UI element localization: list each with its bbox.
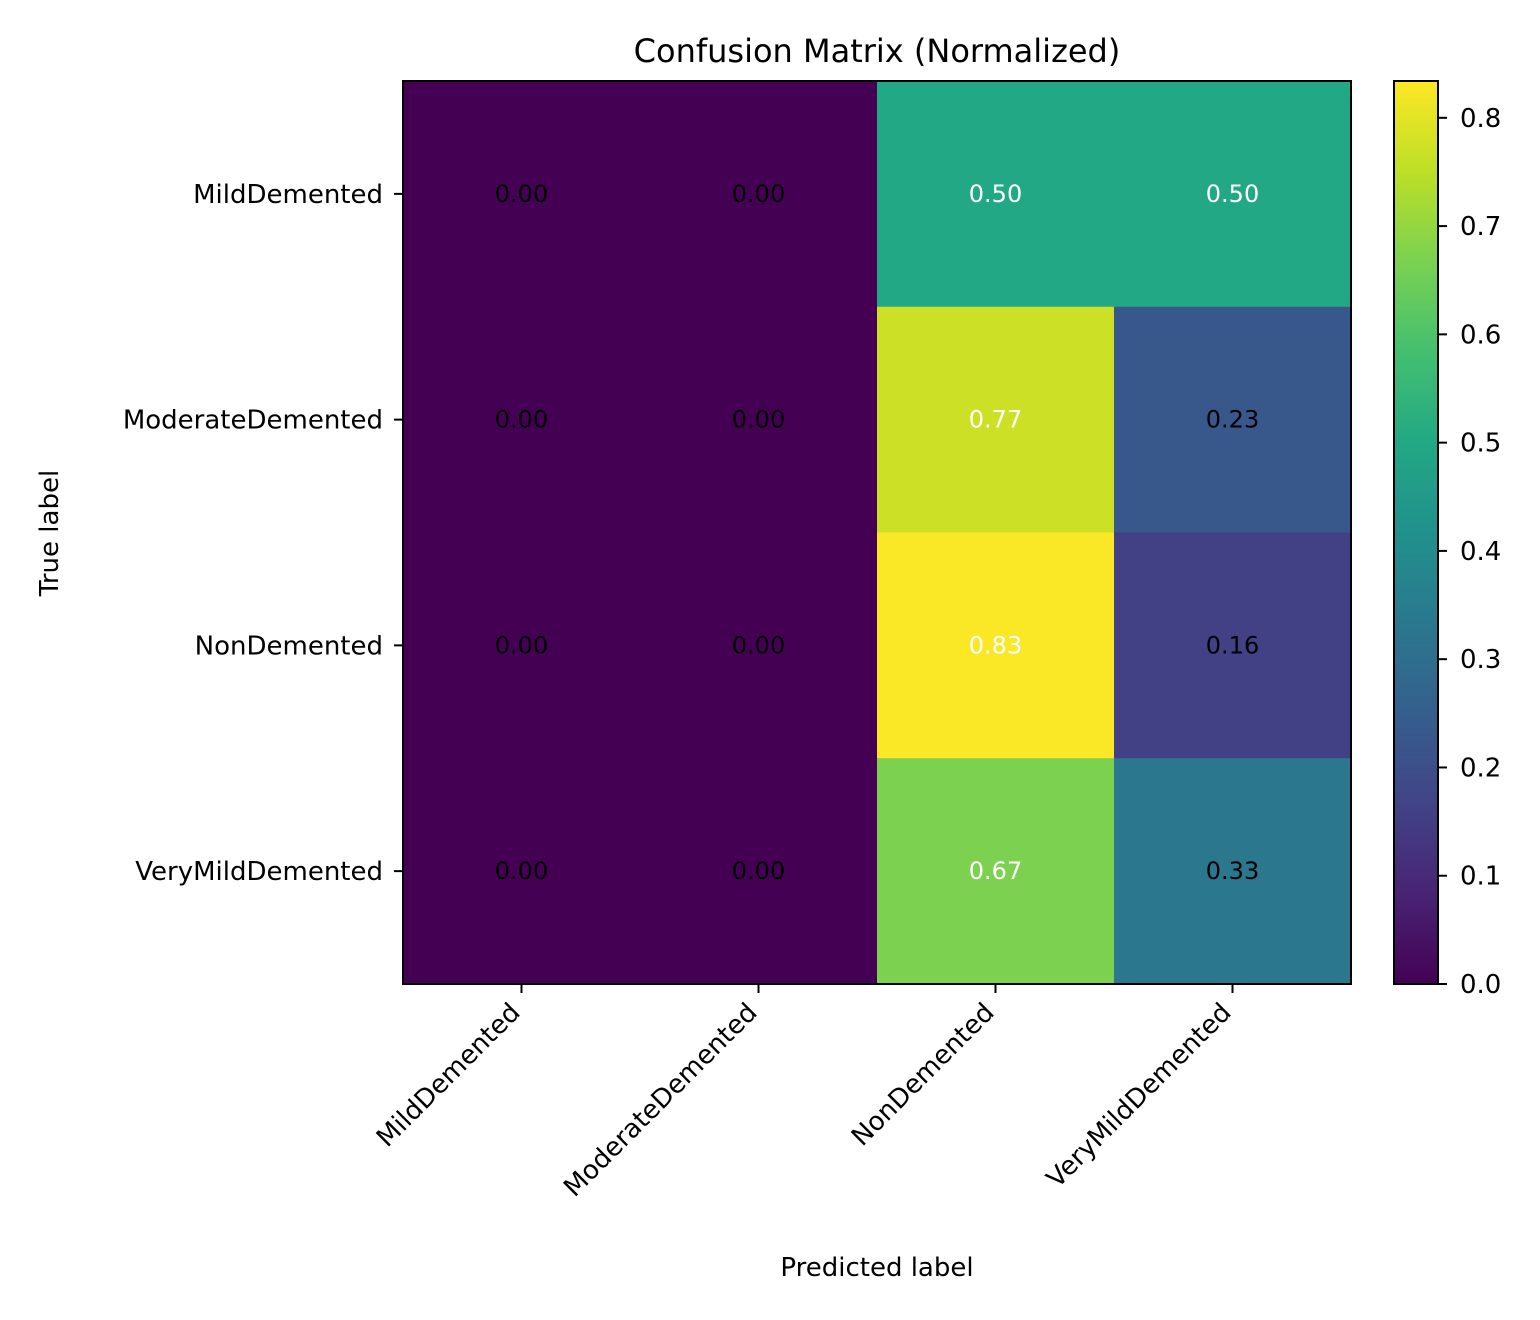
cell-value-label: 0.00 — [495, 180, 548, 208]
y-tick-label: VeryMildDemented — [135, 857, 383, 887]
heatmap-cell — [640, 306, 878, 533]
colorbar-tick-label: 0.1 — [1460, 862, 1501, 892]
cell-value-label: 0.23 — [1206, 406, 1259, 434]
cell-value-label: 0.33 — [1206, 857, 1259, 885]
x-tick-label: MildDemented — [371, 998, 526, 1153]
y-axis-label: True label — [35, 470, 65, 597]
heatmap-cell — [1114, 758, 1352, 985]
cell-value-label: 0.00 — [495, 857, 548, 885]
heatmap-cell — [403, 81, 641, 308]
cell-value-label: 0.00 — [732, 857, 785, 885]
colorbar-frame — [1393, 80, 1439, 985]
y-tick-label: ModerateDemented — [123, 406, 383, 436]
cell-value-label: 0.67 — [969, 857, 1022, 885]
heatmap-cell — [877, 306, 1115, 533]
cell-value-label: 0.00 — [732, 180, 785, 208]
cell-value-label: 0.00 — [732, 631, 785, 659]
cell-value-label: 0.50 — [969, 180, 1022, 208]
cell-value-label: 0.77 — [969, 406, 1022, 434]
colorbar-tick-label: 0.7 — [1460, 212, 1501, 242]
colorbar-ticks: 0.0 0.1 0.2 0.3 0.4 0.5 0.6 0.7 0.8 — [1438, 104, 1501, 1000]
cell-value-label: 0.00 — [495, 631, 548, 659]
heatmap-cell — [877, 532, 1115, 759]
colorbar-tick-label: 0.8 — [1460, 104, 1501, 134]
colorbar-tick-label: 0.3 — [1460, 645, 1501, 675]
y-tick-label: MildDemented — [193, 180, 383, 210]
heatmap-cell — [1114, 532, 1352, 759]
heatmap-cell — [1114, 306, 1352, 533]
x-tick-label: VeryMildDemented — [1041, 998, 1237, 1194]
cell-value-label: 0.83 — [969, 631, 1022, 659]
heatmap-cells — [403, 81, 1352, 985]
colorbar-tick-label: 0.4 — [1460, 537, 1501, 567]
plot-frame — [402, 80, 1352, 985]
colorbar-tick-label: 0.2 — [1460, 753, 1501, 783]
cell-value-label: 0.00 — [495, 406, 548, 434]
heatmap-cell — [640, 532, 878, 759]
x-axis-ticks: MildDemented ModerateDemented NonDemented V… — [371, 984, 1237, 1203]
y-axis-ticks: MildDemented ModerateDemented NonDemented V… — [123, 180, 403, 887]
cell-value-label: 0.00 — [732, 406, 785, 434]
heatmap-cell — [1114, 81, 1352, 308]
x-tick-label: NonDemented — [846, 998, 1000, 1152]
colorbar-tick-label: 0.0 — [1460, 970, 1501, 1000]
heatmap-cell — [877, 758, 1115, 985]
heatmap-cell — [877, 81, 1115, 308]
colorbar-tick-label: 0.5 — [1460, 429, 1501, 459]
heatmap-cell-labels: 0.00 0.00 0.50 0.50 0.00 0.00 0.77 0.23 0.00 0.00… — [495, 180, 1259, 885]
cell-value-label: 0.16 — [1206, 631, 1259, 659]
chart-title: Confusion Matrix (Normalized) — [634, 32, 1121, 70]
heatmap-cell — [403, 306, 641, 533]
colorbar: 0.0 0.1 0.2 0.3 0.4 0.5 0.6 0.7 0.8 — [1393, 80, 1501, 1000]
heatmap-cell — [640, 758, 878, 985]
x-tick-label: ModerateDemented — [558, 998, 763, 1203]
x-axis-label: Predicted label — [780, 1253, 973, 1283]
colorbar-gradient — [1394, 81, 1438, 984]
heatmap-cell — [403, 758, 641, 985]
heatmap-cell — [403, 532, 641, 759]
y-tick-label: NonDemented — [195, 631, 383, 661]
heatmap-cell — [640, 81, 878, 308]
cell-value-label: 0.50 — [1206, 180, 1259, 208]
colorbar-tick-label: 0.6 — [1460, 320, 1501, 350]
